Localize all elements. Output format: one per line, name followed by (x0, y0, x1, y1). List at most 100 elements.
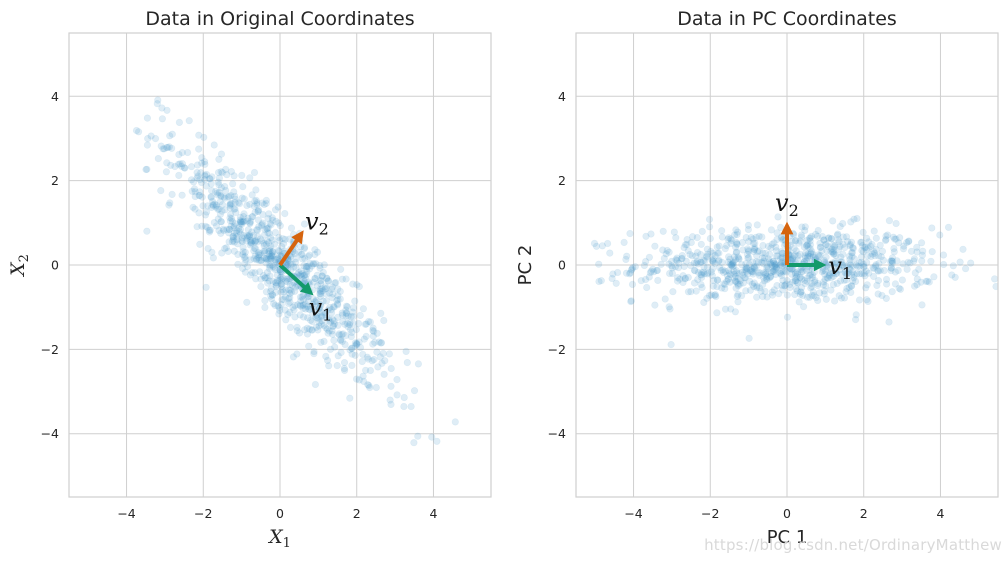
scatter-point (770, 239, 778, 247)
scatter-point (717, 267, 725, 275)
scatter-point (217, 217, 225, 226)
scatter-point (373, 348, 381, 356)
scatter-point (835, 238, 843, 246)
scatter-point (840, 264, 849, 272)
scatter-point (260, 231, 269, 239)
scatter-point (261, 249, 269, 257)
scatter-point (718, 233, 726, 241)
x-tick-label: 2 (353, 506, 361, 521)
scatter-point (782, 280, 790, 288)
scatter-point (875, 260, 883, 268)
scatter-point (217, 192, 225, 200)
scatter-point (330, 303, 338, 311)
scatter-point (850, 215, 858, 223)
scatter-point (862, 234, 871, 242)
scatter-point (761, 270, 769, 279)
scatter-point (727, 261, 736, 269)
scatter-point (956, 258, 964, 266)
scatter-point (790, 231, 798, 239)
scatter-point (665, 260, 673, 268)
scatter-point (315, 318, 323, 327)
scatter-point (783, 291, 791, 299)
scatter-point (739, 246, 747, 254)
scatter-point (770, 286, 778, 294)
scatter-point (745, 247, 753, 256)
scatter-point (763, 264, 771, 272)
scatter-point (832, 269, 841, 277)
scatter-point (661, 295, 669, 303)
scatter-point (849, 244, 858, 252)
scatter-point (196, 188, 204, 196)
scatter-point (829, 269, 837, 277)
scatter-point (275, 310, 283, 318)
scatter-point (221, 183, 229, 191)
scatter-point (334, 285, 342, 293)
scatter-point (627, 297, 635, 305)
scatter-point (195, 131, 203, 139)
scatter-point (742, 287, 750, 295)
scatter-point (734, 298, 742, 306)
scatter-point (246, 241, 254, 249)
scatter-point (226, 200, 234, 209)
scatter-point (882, 232, 890, 240)
scatter-point (649, 265, 657, 273)
scatter-point (754, 269, 763, 277)
scatter-point (804, 252, 812, 260)
scatter-point (222, 165, 230, 173)
scatter-point (774, 252, 782, 260)
scatter-point (734, 282, 742, 290)
scatter-point (814, 281, 822, 290)
scatter-point (703, 263, 712, 271)
scatter-point (374, 363, 382, 371)
scatter-point (861, 243, 870, 251)
scatter-point (861, 244, 869, 252)
scatter-point (266, 255, 275, 263)
scatter-point (755, 247, 763, 255)
scatter-point (324, 277, 332, 285)
scatter-point (922, 277, 930, 286)
vector-v2-arrow (278, 230, 304, 267)
scatter-point (691, 267, 699, 275)
scatter-point (251, 252, 259, 260)
scatter-point (849, 277, 857, 285)
scatter-point (257, 275, 265, 283)
scatter-point (254, 207, 262, 215)
scatter-point (832, 252, 840, 260)
scatter-point (670, 228, 678, 236)
scatter-point (276, 267, 285, 276)
scatter-point (668, 257, 676, 265)
scatter-point (758, 258, 766, 266)
scatter-point (334, 291, 342, 300)
scatter-point (316, 287, 324, 295)
scatter-point (749, 268, 757, 276)
scatter-points (132, 96, 459, 447)
scatter-point (330, 317, 338, 325)
scatter-point (781, 281, 789, 290)
scatter-point (673, 277, 682, 285)
scatter-point (334, 296, 342, 304)
scatter-point (742, 266, 750, 275)
scatter-point (217, 168, 225, 176)
scatter-point (220, 193, 228, 201)
scatter-point (622, 269, 631, 277)
scatter-point (157, 142, 165, 150)
scatter-point (274, 246, 283, 254)
scatter-point (803, 277, 811, 285)
scatter-point (240, 231, 248, 239)
scatter-point (770, 259, 778, 267)
scatter-point (746, 267, 755, 275)
scatter-point (687, 262, 695, 270)
scatter-point (261, 225, 269, 234)
scatter-point (303, 330, 312, 338)
scatter-point (797, 231, 806, 239)
scatter-point (729, 259, 738, 267)
scatter-point (315, 308, 323, 316)
scatter-point (930, 273, 938, 281)
scatter-point (750, 282, 758, 291)
scatter-point (794, 279, 802, 287)
y-tick-label: 4 (558, 89, 566, 104)
scatter-point (240, 195, 248, 203)
scatter-point (252, 186, 260, 194)
scatter-point (225, 229, 233, 237)
scatter-point (317, 280, 325, 288)
